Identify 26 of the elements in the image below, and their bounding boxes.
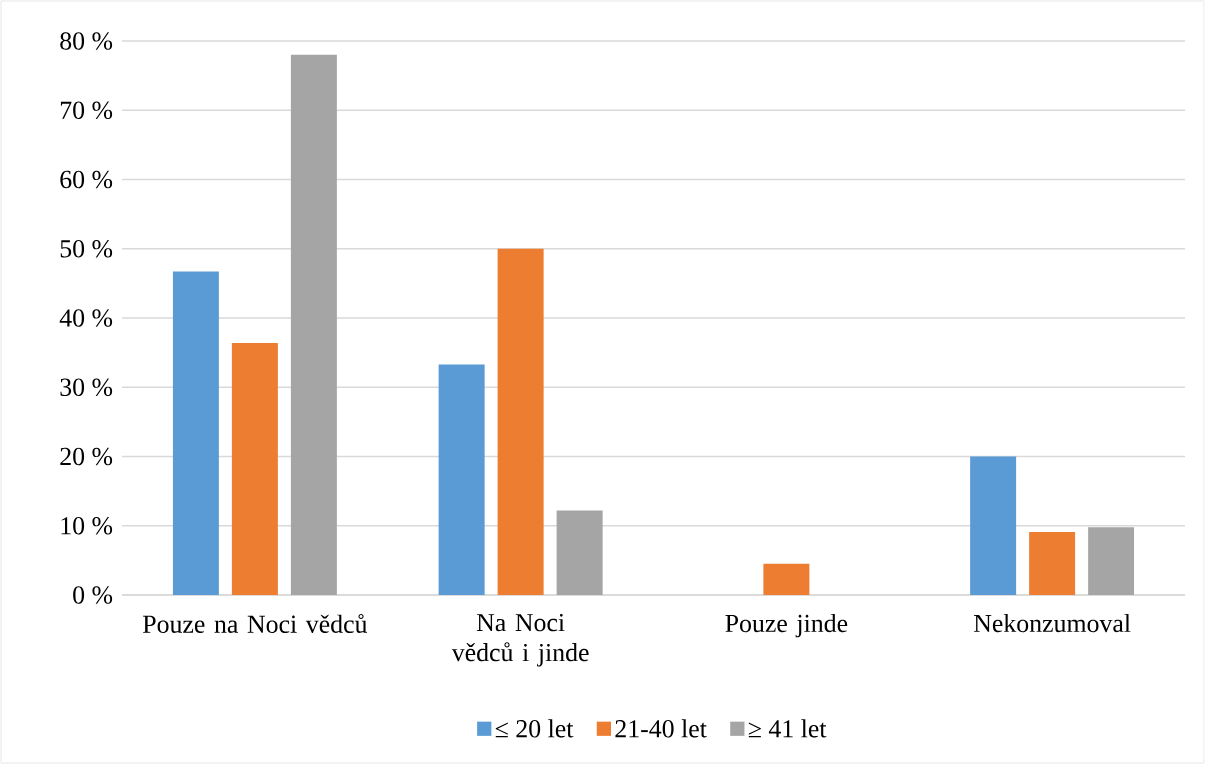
- x-tick-label: Pouze jinde: [725, 613, 848, 638]
- bar: [231, 342, 278, 595]
- x-tick-label: Na Noci vědců i jinde: [451, 613, 589, 667]
- bar: [1088, 527, 1135, 595]
- legend-label: ≤ 20 let: [495, 719, 574, 738]
- y-tick-label: 60 %: [60, 170, 113, 189]
- x-tick-label: Pouze na Noci vědců: [142, 613, 368, 633]
- y-tick-label: 0 %: [73, 586, 113, 604]
- bar: [763, 563, 810, 595]
- y-tick-label: 80 %: [60, 32, 113, 50]
- y-tick-label: 50 %: [60, 240, 113, 258]
- legend-label: ≥ 41 let: [748, 719, 827, 738]
- bar: [970, 456, 1017, 595]
- y-tick-label: 10 %: [61, 517, 113, 535]
- y-tick-label: 40 %: [59, 309, 113, 327]
- y-tick-label: 20 %: [60, 447, 113, 466]
- legend-label: 21-40 let: [615, 719, 707, 738]
- bar: [497, 248, 544, 595]
- bar: [556, 510, 603, 595]
- bar: [172, 271, 219, 595]
- bar: [1029, 531, 1076, 595]
- x-tick-label: Nekonzumoval: [973, 613, 1131, 633]
- y-tick-label: 70 %: [60, 101, 113, 120]
- y-tick-label: 30 %: [60, 378, 113, 397]
- bar: [438, 364, 485, 595]
- bar: [290, 54, 337, 595]
